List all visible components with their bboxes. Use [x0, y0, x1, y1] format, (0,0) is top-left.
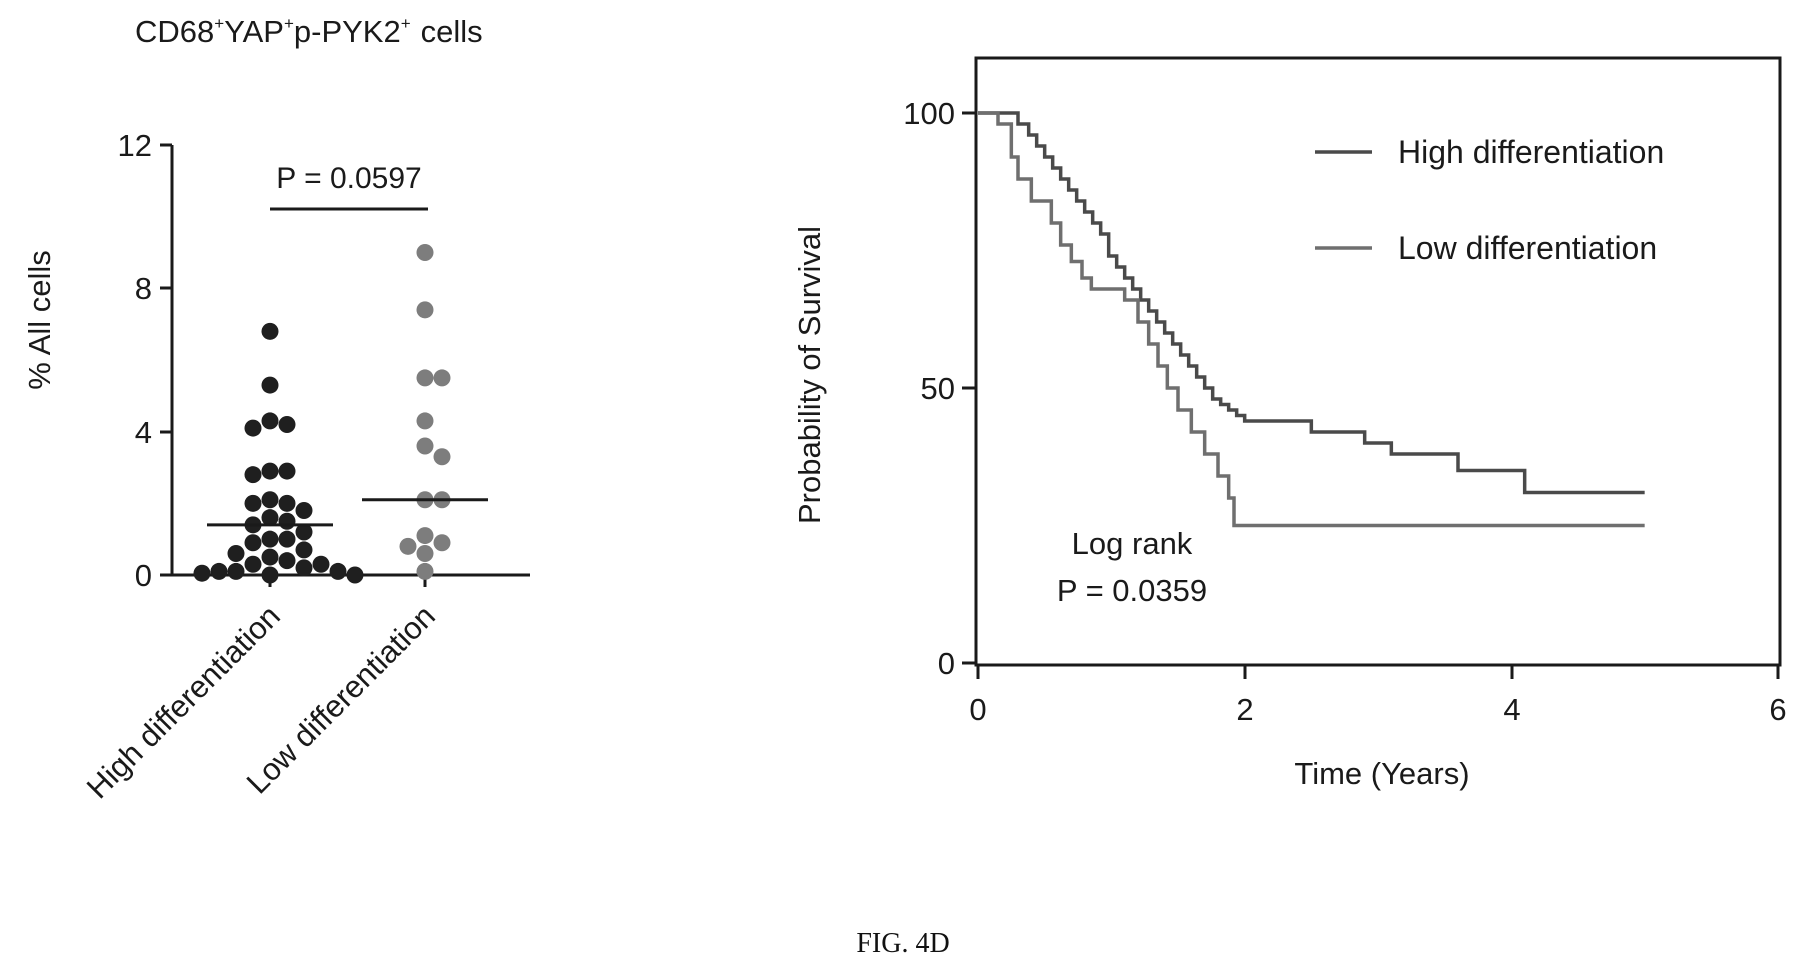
y-tick-label-8: 8: [135, 271, 152, 306]
data-point-low-3: [433, 369, 451, 387]
data-point-high-31: [346, 566, 364, 584]
title-suffix: cells: [421, 14, 483, 49]
x-tick-label-6: 6: [1769, 692, 1786, 727]
data-point-high-24: [312, 555, 330, 573]
dot-plot-points: [193, 244, 488, 584]
data-point-low-9: [416, 527, 434, 545]
title-sup-1: +: [214, 14, 224, 33]
data-point-high-8: [261, 491, 279, 509]
data-point-low-2: [416, 369, 434, 387]
data-point-high-10: [244, 494, 262, 512]
log-rank-label: Log rank: [1072, 526, 1193, 561]
data-point-high-1: [261, 376, 279, 394]
data-point-high-0: [261, 322, 279, 340]
legend-label-high: High differentiation: [1398, 134, 1664, 170]
data-point-high-25: [295, 559, 313, 577]
data-point-high-7: [244, 466, 262, 484]
data-point-low-11: [399, 537, 417, 555]
title-marker-cd68: CD68: [135, 14, 214, 49]
dot-plot-axes: [160, 143, 530, 587]
data-point-high-20: [227, 545, 245, 562]
survival-plot-panel: Probability of Survival 100 50 0 0 2 4 6…: [792, 56, 1787, 791]
title-sup-3: +: [401, 14, 411, 33]
dot-plot-p-value: P = 0.0597: [276, 162, 421, 195]
data-point-high-12: [261, 509, 279, 527]
survival-x-ticks: [976, 665, 1780, 679]
dot-plot-title: CD68+YAP+p-PYK2+ cells: [135, 14, 483, 49]
legend-label-low: Low differentiation: [1398, 230, 1657, 266]
data-point-high-2: [261, 412, 279, 430]
x-tick-label-2: 2: [1236, 692, 1253, 727]
data-point-high-5: [261, 462, 279, 480]
x-tick-label-4: 4: [1503, 692, 1520, 727]
data-point-low-5: [416, 437, 434, 455]
survival-y-tick-labels: 100 50 0: [903, 96, 955, 681]
x-tick-label-0: 0: [969, 692, 986, 727]
data-point-high-16: [261, 530, 279, 548]
survival-legend: High differentiation Low differentiation: [1315, 134, 1664, 266]
data-point-high-29: [193, 564, 211, 582]
data-point-high-13: [278, 512, 296, 530]
data-point-low-4: [416, 412, 434, 430]
survival-y-ticks: [962, 111, 976, 665]
title-marker-ppyk2: p-PYK2: [294, 14, 401, 49]
data-point-high-17: [278, 530, 296, 548]
data-point-high-11: [295, 502, 313, 519]
survival-plot-frame: [974, 56, 1782, 667]
title-marker-yap: YAP: [224, 14, 284, 49]
survival-curves: [978, 111, 1645, 528]
data-point-low-13: [416, 562, 434, 580]
data-point-high-30: [261, 566, 279, 584]
data-point-high-4: [244, 419, 262, 437]
dot-plot-category-labels: High differentiation Low differentiation: [80, 598, 442, 805]
data-point-high-3: [278, 416, 296, 433]
data-point-high-23: [244, 555, 262, 573]
data-point-low-12: [416, 545, 434, 562]
survival-y-axis-label: Probability of Survival: [792, 226, 827, 524]
y-tick-label-100: 100: [903, 96, 955, 131]
data-point-high-15: [295, 523, 313, 541]
log-rank-annotation: Log rank P = 0.0359: [1057, 526, 1207, 608]
y-tick-label-0: 0: [938, 646, 955, 681]
data-point-high-28: [329, 562, 347, 580]
significance-bracket: P = 0.0597: [270, 162, 428, 211]
data-point-low-0: [416, 244, 434, 261]
dot-plot-y-ticks: 12 8 4 0: [118, 128, 152, 593]
survival-x-tick-labels: 0 2 4 6: [969, 692, 1786, 727]
data-point-high-22: [278, 552, 296, 570]
survival-curve-high: [978, 111, 1645, 495]
data-point-high-27: [210, 562, 228, 580]
dot-plot-panel: CD68+YAP+p-PYK2+ cells % All cells 12 8 4…: [22, 14, 530, 805]
figure-caption: FIG. 4D: [856, 928, 950, 959]
y-tick-label-0: 0: [135, 558, 152, 593]
y-tick-label-50: 50: [921, 371, 955, 406]
data-point-low-1: [416, 301, 434, 319]
survival-x-axis-label: Time (Years): [1294, 756, 1469, 791]
data-point-high-18: [244, 534, 262, 552]
data-point-high-9: [278, 494, 296, 512]
log-rank-p-value: P = 0.0359: [1057, 573, 1207, 608]
data-point-high-19: [295, 541, 313, 559]
survival-curve-low: [978, 111, 1645, 528]
dot-plot-y-axis-label: % All cells: [22, 250, 57, 390]
data-point-low-10: [433, 534, 451, 552]
y-tick-label-12: 12: [118, 128, 152, 163]
data-point-low-6: [433, 448, 451, 466]
title-sup-2: +: [284, 14, 294, 33]
y-tick-label-4: 4: [135, 415, 152, 450]
data-point-high-26: [227, 562, 245, 580]
data-point-high-6: [278, 462, 296, 480]
data-point-high-21: [261, 548, 279, 566]
